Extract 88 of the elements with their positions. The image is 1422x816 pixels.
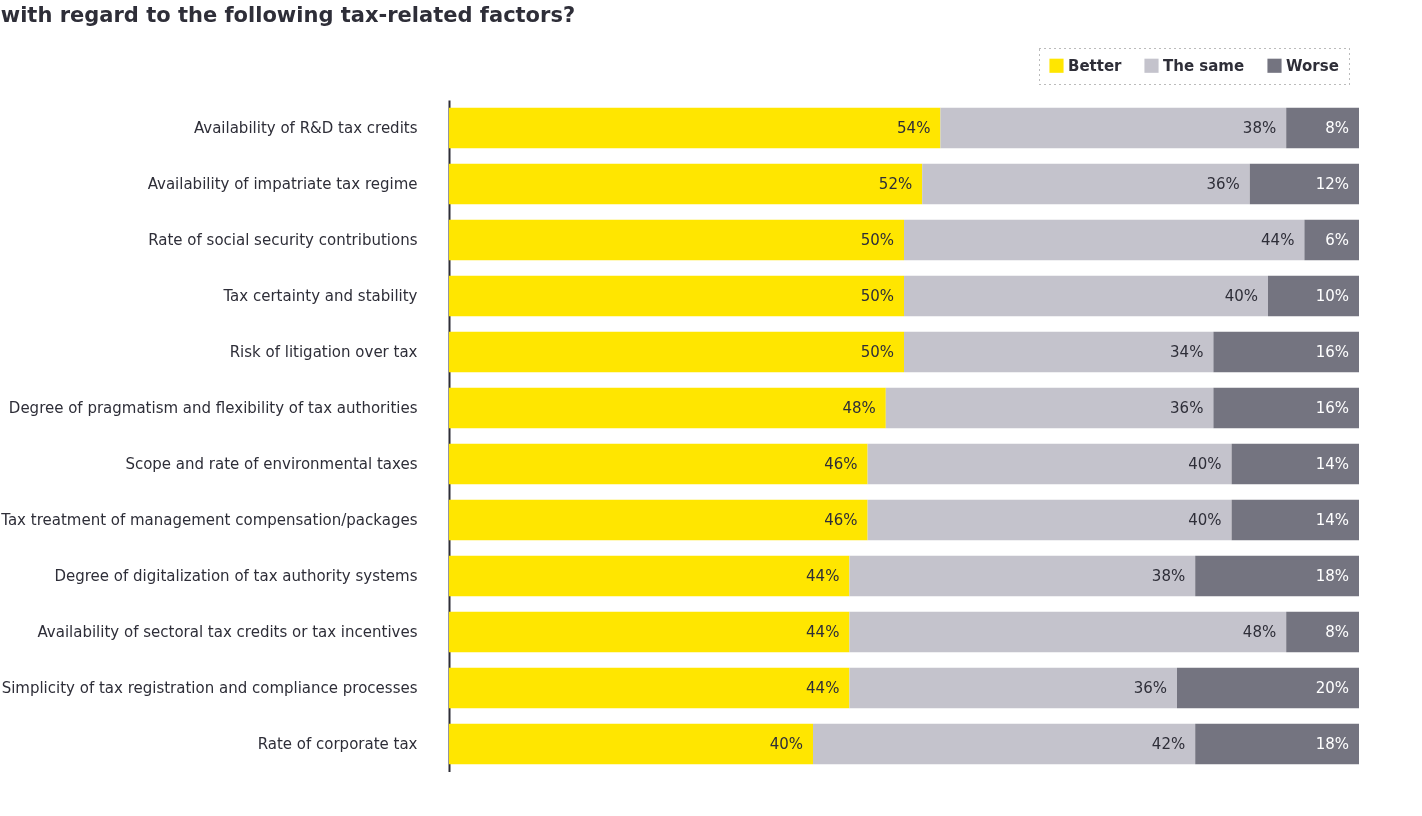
data-label: 54% bbox=[897, 119, 931, 137]
legend-label: Better bbox=[1068, 56, 1123, 75]
bar bbox=[922, 163, 1250, 205]
bar bbox=[449, 331, 904, 373]
data-label: 14% bbox=[1315, 455, 1349, 473]
bar bbox=[449, 667, 850, 709]
data-label: 50% bbox=[860, 343, 894, 361]
y-tick-label: Degree of digitalization of tax authority systems bbox=[54, 567, 418, 585]
data-label: 8% bbox=[1325, 119, 1349, 137]
data-label: 6% bbox=[1325, 231, 1349, 249]
bar bbox=[449, 611, 850, 653]
data-label: 36% bbox=[1170, 399, 1204, 417]
data-label: 50% bbox=[860, 287, 894, 305]
data-label: 18% bbox=[1315, 735, 1349, 753]
bar bbox=[813, 723, 1196, 765]
data-label: 44% bbox=[806, 679, 840, 697]
data-label: 16% bbox=[1315, 343, 1349, 361]
legend-label: Worse bbox=[1286, 56, 1339, 75]
bar bbox=[1231, 499, 1359, 541]
data-label: 38% bbox=[1151, 567, 1186, 585]
y-tick-label: Simplicity of tax registration and compliance processes bbox=[1, 679, 418, 697]
data-label: 34% bbox=[1170, 343, 1204, 361]
chart-title: with regard to the following tax-related factors? bbox=[0, 2, 576, 27]
bar bbox=[1286, 611, 1359, 653]
bar bbox=[904, 275, 1268, 317]
bar bbox=[904, 331, 1214, 373]
data-label: 50% bbox=[860, 231, 894, 249]
bar bbox=[449, 443, 868, 485]
data-label: 38% bbox=[1242, 119, 1277, 137]
bar bbox=[1286, 107, 1359, 149]
y-tick-label: Risk of litigation over tax bbox=[229, 343, 418, 361]
y-tick-label: Availability of sectoral tax credits or tax incentives bbox=[37, 623, 418, 641]
data-label: 36% bbox=[1206, 175, 1240, 193]
y-tick-label: Rate of corporate tax bbox=[257, 735, 418, 753]
data-label: 46% bbox=[824, 455, 858, 473]
data-label: 8% bbox=[1325, 623, 1349, 641]
data-label: 18% bbox=[1315, 567, 1349, 585]
data-label: 12% bbox=[1315, 175, 1349, 193]
y-tick-label: Tax treatment of management compensation/packages bbox=[0, 511, 418, 529]
bar bbox=[449, 387, 886, 429]
bar bbox=[1268, 275, 1359, 317]
bar bbox=[449, 107, 941, 149]
bar bbox=[1249, 163, 1359, 205]
data-label: 16% bbox=[1315, 399, 1349, 417]
bar bbox=[449, 555, 850, 597]
data-label: 48% bbox=[842, 399, 876, 417]
data-label: 10% bbox=[1315, 287, 1349, 305]
y-tick-label: Rate of social security contributions bbox=[148, 231, 418, 249]
bar bbox=[867, 443, 1232, 485]
data-label: 20% bbox=[1315, 679, 1349, 697]
data-label: 40% bbox=[1224, 287, 1258, 305]
data-label: 14% bbox=[1315, 511, 1349, 529]
data-label: 48% bbox=[1242, 623, 1277, 641]
bar bbox=[1304, 219, 1359, 261]
data-label: 42% bbox=[1151, 735, 1186, 753]
data-label: 40% bbox=[1188, 455, 1222, 473]
bar bbox=[940, 107, 1287, 149]
data-label: 40% bbox=[1188, 511, 1222, 529]
bar bbox=[449, 499, 868, 541]
y-tick-label: Availability of R&D tax credits bbox=[193, 119, 418, 137]
data-label: 40% bbox=[769, 735, 803, 753]
bar bbox=[849, 611, 1287, 653]
y-tick-label: Degree of pragmatism and flexibility of tax authorities bbox=[8, 399, 418, 417]
bar bbox=[1213, 387, 1359, 429]
bar bbox=[1231, 443, 1359, 485]
bar bbox=[449, 163, 923, 205]
bar bbox=[1213, 331, 1359, 373]
bar bbox=[1177, 667, 1359, 709]
y-tick-label: Availability of impatriate tax regime bbox=[147, 175, 418, 193]
bar bbox=[449, 219, 904, 261]
bar bbox=[849, 555, 1196, 597]
data-label: 44% bbox=[1261, 231, 1295, 249]
legend-label: The same bbox=[1163, 56, 1245, 75]
bar bbox=[1195, 555, 1359, 597]
data-label: 36% bbox=[1133, 679, 1167, 697]
data-label: 44% bbox=[806, 623, 840, 641]
y-tick-label: Tax certainty and stability bbox=[222, 287, 418, 305]
bar bbox=[904, 219, 1305, 261]
bar bbox=[449, 275, 904, 317]
bar bbox=[885, 387, 1214, 429]
bar bbox=[1195, 723, 1359, 765]
data-label: 44% bbox=[806, 567, 840, 585]
bar bbox=[867, 499, 1232, 541]
data-label: 52% bbox=[878, 175, 913, 193]
data-label: 46% bbox=[824, 511, 858, 529]
y-tick-label: Scope and rate of environmental taxes bbox=[125, 455, 418, 473]
bar bbox=[849, 667, 1177, 709]
bar bbox=[449, 723, 813, 765]
